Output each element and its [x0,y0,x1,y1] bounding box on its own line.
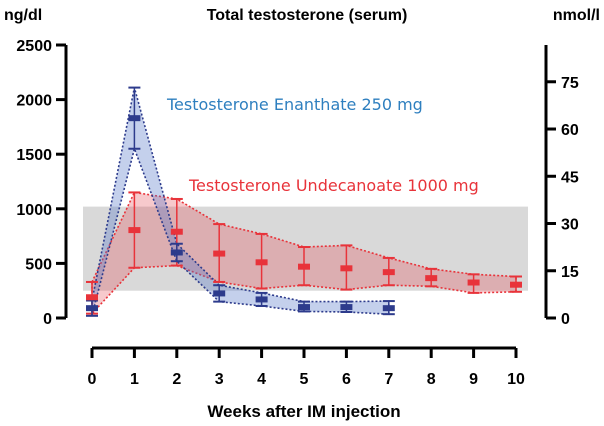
x-tick-label: 2 [172,371,181,388]
marker-enanthate [213,290,226,297]
y-left-tick-label: 1000 [16,202,52,219]
x-tick-label: 0 [88,371,97,388]
marker-undecanoate [298,263,310,270]
y-right-tick-label: 45 [561,169,579,186]
x-tick-label: 1 [130,371,139,388]
y-right-tick-label: 60 [561,122,579,139]
y-left-tick-label: 500 [25,256,52,273]
y-right-tick-label: 30 [561,217,579,234]
y-right-tick-label: 15 [561,264,579,281]
x-tick-label: 4 [257,371,266,388]
x-tick-label: 5 [300,371,309,388]
series-label-enanthate: Testosterone Enanthate 250 mg [166,95,423,114]
x-tick-label: 6 [342,371,351,388]
marker-undecanoate [340,265,353,272]
marker-undecanoate [382,269,395,276]
x-tick-label: 7 [384,371,393,388]
marker-undecanoate [128,227,141,234]
y-left-tick-label: 1500 [16,147,52,164]
y-axis-right-unit: nmol/l [553,7,600,24]
marker-enanthate [170,249,183,256]
y-right-tick-label: 0 [561,311,570,328]
x-tick-label: 10 [507,371,525,388]
chart-title: Total testosterone (serum) [207,7,408,24]
y-left-tick-label: 2500 [16,38,52,55]
reference-range-band [83,206,528,291]
marker-enanthate [86,305,98,312]
marker-enanthate [255,296,268,303]
marker-enanthate [340,304,353,311]
marker-undecanoate [170,228,183,235]
x-tick-label: 8 [427,371,436,388]
marker-undecanoate [255,259,268,266]
marker-undecanoate [510,281,522,288]
marker-undecanoate [467,279,480,286]
marker-enanthate [298,304,310,311]
marker-undecanoate [213,250,226,257]
marker-enanthate [382,305,395,312]
marker-undecanoate [425,275,438,282]
series-label-undecanoate: Testosterone Undecanoate 1000 mg [188,176,479,195]
marker-enanthate [128,115,141,122]
x-tick-label: 9 [469,371,478,388]
marker-undecanoate [86,294,98,301]
y-right-tick-label: 75 [561,75,579,92]
y-axis-left-unit: ng/dl [4,7,42,24]
y-left-tick-label: 2000 [16,93,52,110]
x-axis-label: Weeks after IM injection [207,402,400,421]
y-left-tick-label: 0 [43,311,52,328]
x-tick-label: 3 [215,371,224,388]
